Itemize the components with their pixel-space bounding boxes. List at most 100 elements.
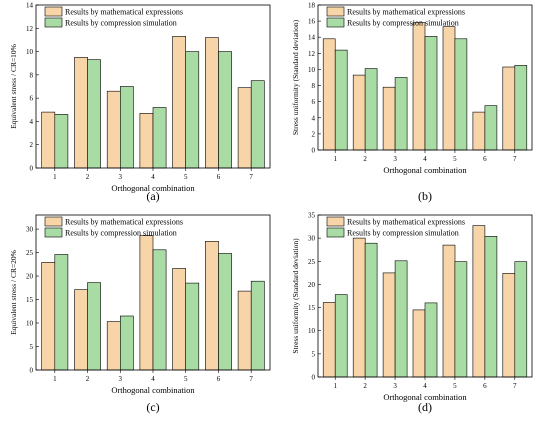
x-tick-label: 6 <box>217 173 221 181</box>
bar-simulation-6 <box>484 236 498 378</box>
bar-simulation-6 <box>484 105 498 151</box>
bar-simulation-7 <box>514 261 528 378</box>
bar-mathematical-7 <box>502 66 516 151</box>
bar-mathematical-7 <box>237 87 252 169</box>
bar-mathematical-3 <box>382 86 396 151</box>
y-axis-label: Equivalent stress / CR=10% <box>9 44 18 129</box>
x-axis-label: Orthogonal combination <box>111 385 195 395</box>
y-axis-label: Stress uniformity (Standard deviation) <box>291 19 300 135</box>
panel-label: (a) <box>146 189 159 203</box>
x-tick-label: 4 <box>423 382 427 390</box>
legend-label-mathematical: Results by mathematical expressions <box>347 218 465 227</box>
y-tick-label: 10 <box>26 48 34 56</box>
x-tick-label: 4 <box>423 155 427 163</box>
legend-swatch-mathematical <box>326 6 345 17</box>
x-tick-label: 6 <box>483 382 487 390</box>
bar-mathematical-6 <box>205 241 219 371</box>
legend-label-simulation: Results by compression simulation <box>65 229 177 238</box>
bar-simulation-3 <box>394 77 408 151</box>
legend-swatch-mathematical <box>326 216 345 227</box>
bar-mathematical-3 <box>106 90 121 169</box>
y-tick-label: 0 <box>312 147 316 155</box>
y-tick-label: 15 <box>308 304 316 312</box>
bar-simulation-6 <box>218 253 232 371</box>
x-tick-label: 4 <box>151 173 155 181</box>
bar-simulation-4 <box>152 249 167 371</box>
legend-swatch-simulation <box>326 17 345 28</box>
bar-mathematical-6 <box>205 37 219 169</box>
bar-simulation-5 <box>185 51 200 169</box>
y-tick-label: 8 <box>312 82 316 90</box>
x-tick-label: 3 <box>119 173 123 181</box>
bar-simulation-1 <box>54 114 69 169</box>
bar-mathematical-5 <box>442 26 456 151</box>
bar-simulation-5 <box>454 261 468 378</box>
y-tick-label: 4 <box>30 118 34 126</box>
bar-simulation-2 <box>364 68 378 151</box>
bar-simulation-1 <box>54 254 69 371</box>
legend-label-mathematical: Results by mathematical expressions <box>347 8 465 17</box>
bar-simulation-2 <box>87 282 101 371</box>
y-tick-label: 10 <box>308 327 316 335</box>
y-tick-label: 0 <box>30 165 34 173</box>
bar-mathematical-3 <box>106 321 121 371</box>
y-tick-label: 15 <box>26 296 34 304</box>
panel-label: (c) <box>146 400 159 414</box>
y-tick-label: 14 <box>308 34 316 42</box>
y-tick-label: 0 <box>312 374 316 382</box>
y-tick-label: 6 <box>312 98 316 106</box>
legend-label-simulation: Results by compression simulation <box>65 19 177 28</box>
legend-label-simulation: Results by compression simulation <box>347 19 459 28</box>
y-tick-label: 8 <box>30 71 34 79</box>
bar-mathematical-6 <box>472 111 486 151</box>
y-tick-label: 25 <box>26 249 34 257</box>
bar-simulation-2 <box>87 59 101 169</box>
bar-simulation-5 <box>454 38 468 151</box>
legend-swatch-simulation <box>44 227 63 238</box>
bar-mathematical-7 <box>237 290 252 371</box>
bar-mathematical-2 <box>74 57 88 169</box>
bar-mathematical-1 <box>41 111 56 169</box>
bar-mathematical-4 <box>139 235 154 371</box>
x-axis-label: Orthogonal combination <box>383 165 467 175</box>
x-axis-label: Orthogonal combination <box>111 183 195 193</box>
bar-simulation-7 <box>250 80 265 169</box>
panel-label: (d) <box>418 400 432 414</box>
x-tick-label: 5 <box>453 155 457 163</box>
legend-swatch-mathematical <box>44 6 63 17</box>
bar-mathematical-4 <box>139 113 154 169</box>
x-tick-label: 5 <box>184 173 188 181</box>
bar-mathematical-6 <box>472 225 486 378</box>
y-tick-label: 35 <box>308 212 316 220</box>
bar-simulation-3 <box>120 86 134 169</box>
bar-mathematical-5 <box>172 36 187 169</box>
y-tick-label: 30 <box>26 226 34 234</box>
bar-mathematical-5 <box>442 244 456 378</box>
x-tick-label: 1 <box>333 382 337 390</box>
y-tick-label: 4 <box>312 114 316 122</box>
y-tick-label: 5 <box>312 350 316 358</box>
y-tick-label: 6 <box>30 95 34 103</box>
y-tick-label: 14 <box>26 2 34 10</box>
y-tick-label: 12 <box>26 25 34 33</box>
x-tick-label: 1 <box>53 375 57 383</box>
bar-mathematical-2 <box>352 74 366 151</box>
bar-mathematical-1 <box>322 38 336 151</box>
x-tick-label: 3 <box>393 382 397 390</box>
x-tick-label: 6 <box>217 375 221 383</box>
bar-mathematical-1 <box>41 262 56 371</box>
chart-panel-3: 0 5 10 15 20 25 30 1 2 3 4 5 6 7 Orthogonal combinatio… <box>9 214 271 414</box>
bar-simulation-7 <box>514 65 528 151</box>
x-tick-label: 2 <box>86 173 90 181</box>
bar-simulation-6 <box>218 51 232 169</box>
y-tick-label: 16 <box>308 18 316 26</box>
x-tick-label: 2 <box>86 375 90 383</box>
bar-simulation-4 <box>152 107 167 169</box>
y-tick-label: 25 <box>308 258 316 266</box>
x-tick-label: 6 <box>483 155 487 163</box>
x-tick-label: 7 <box>513 155 517 163</box>
bar-mathematical-3 <box>382 272 396 378</box>
legend-swatch-simulation <box>44 17 63 28</box>
x-tick-label: 3 <box>119 375 123 383</box>
x-tick-label: 3 <box>393 155 397 163</box>
